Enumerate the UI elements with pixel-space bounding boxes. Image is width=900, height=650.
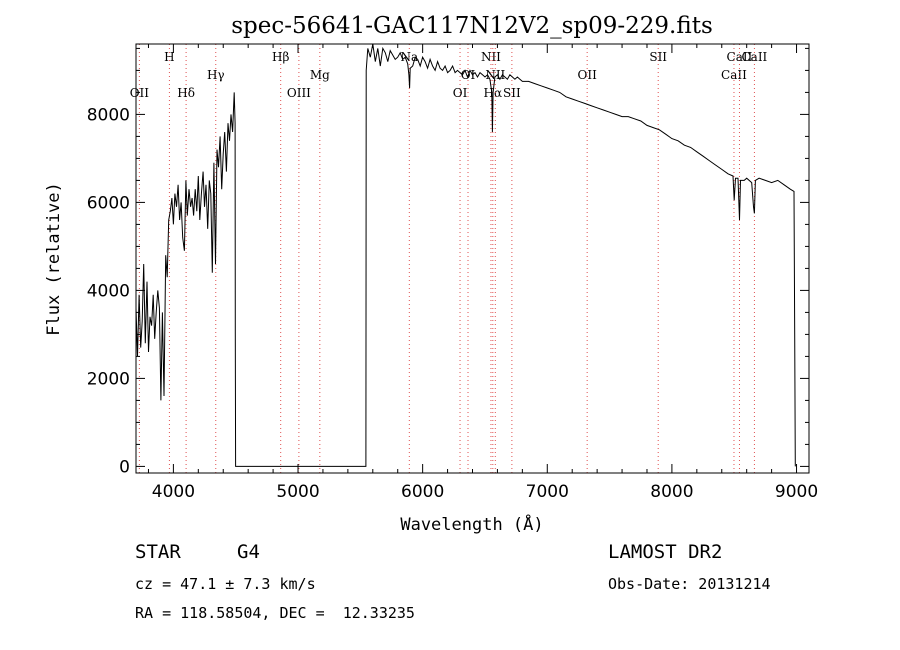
line-marker-label: SII — [649, 50, 667, 64]
object-class: STAR — [135, 541, 181, 563]
line-marker-label: CaII — [727, 50, 753, 64]
x-tick-label: 7000 — [526, 482, 569, 502]
line-marker-label: Hβ — [272, 50, 289, 64]
line-marker-label: Na — [400, 50, 418, 64]
x-axis-ticks: 4000 5000 6000 7000 8000 9000 — [147, 44, 818, 502]
line-marker-label: Hγ — [207, 68, 225, 82]
line-marker-label: Mg — [310, 68, 330, 82]
x-tick-label: 6000 — [401, 482, 444, 502]
x-tick-label: 9000 — [775, 482, 818, 502]
line-marker-label: OI — [453, 86, 468, 100]
object-subclass: G4 — [237, 541, 260, 563]
line-marker-label: OIII — [287, 86, 311, 100]
chart-title: spec-56641-GAC117N12V2_sp09-229.fits — [231, 13, 713, 39]
line-marker-label: CaII — [741, 50, 767, 64]
line-marker-label: H — [164, 50, 174, 64]
y-tick-label: 6000 — [87, 193, 130, 213]
y-tick-label: 2000 — [87, 369, 130, 389]
line-marker-label: CaII — [721, 68, 747, 82]
x-tick-label: 8000 — [650, 482, 693, 502]
line-marker-label: OII — [130, 86, 150, 100]
line-markers: OIIHHδHγHβOIIIMgNaOIOINIIHαNIISIIOIISIIC… — [130, 44, 768, 473]
line-marker-label: SII — [503, 86, 521, 100]
x-tick-label: 4000 — [152, 482, 195, 502]
x-axis-label: Wavelength (Å) — [400, 513, 543, 535]
spectrum-series-line — [135, 43, 796, 467]
line-marker-label: NII — [481, 50, 501, 64]
line-marker-label: Hδ — [177, 86, 195, 100]
plot-frame — [135, 43, 810, 474]
redshift-velocity: cz = 47.1 ± 7.3 km/s — [135, 575, 316, 593]
survey-name: LAMOST DR2 — [608, 541, 723, 563]
y-axis-label: Flux (relative) — [44, 182, 64, 336]
x-tick-label: 5000 — [276, 482, 319, 502]
y-tick-label: 4000 — [87, 281, 130, 301]
y-tick-label: 8000 — [87, 105, 130, 125]
y-tick-label: 0 — [119, 457, 130, 477]
spectrum-layer — [135, 43, 796, 467]
y-axis-ticks: 0 2000 4000 6000 8000 — [87, 47, 809, 477]
line-marker-label: OII — [577, 68, 597, 82]
ra-dec-coordinates: RA = 118.58504, DEC = 12.33235 — [135, 604, 415, 622]
observation-date: Obs-Date: 20131214 — [608, 575, 771, 593]
